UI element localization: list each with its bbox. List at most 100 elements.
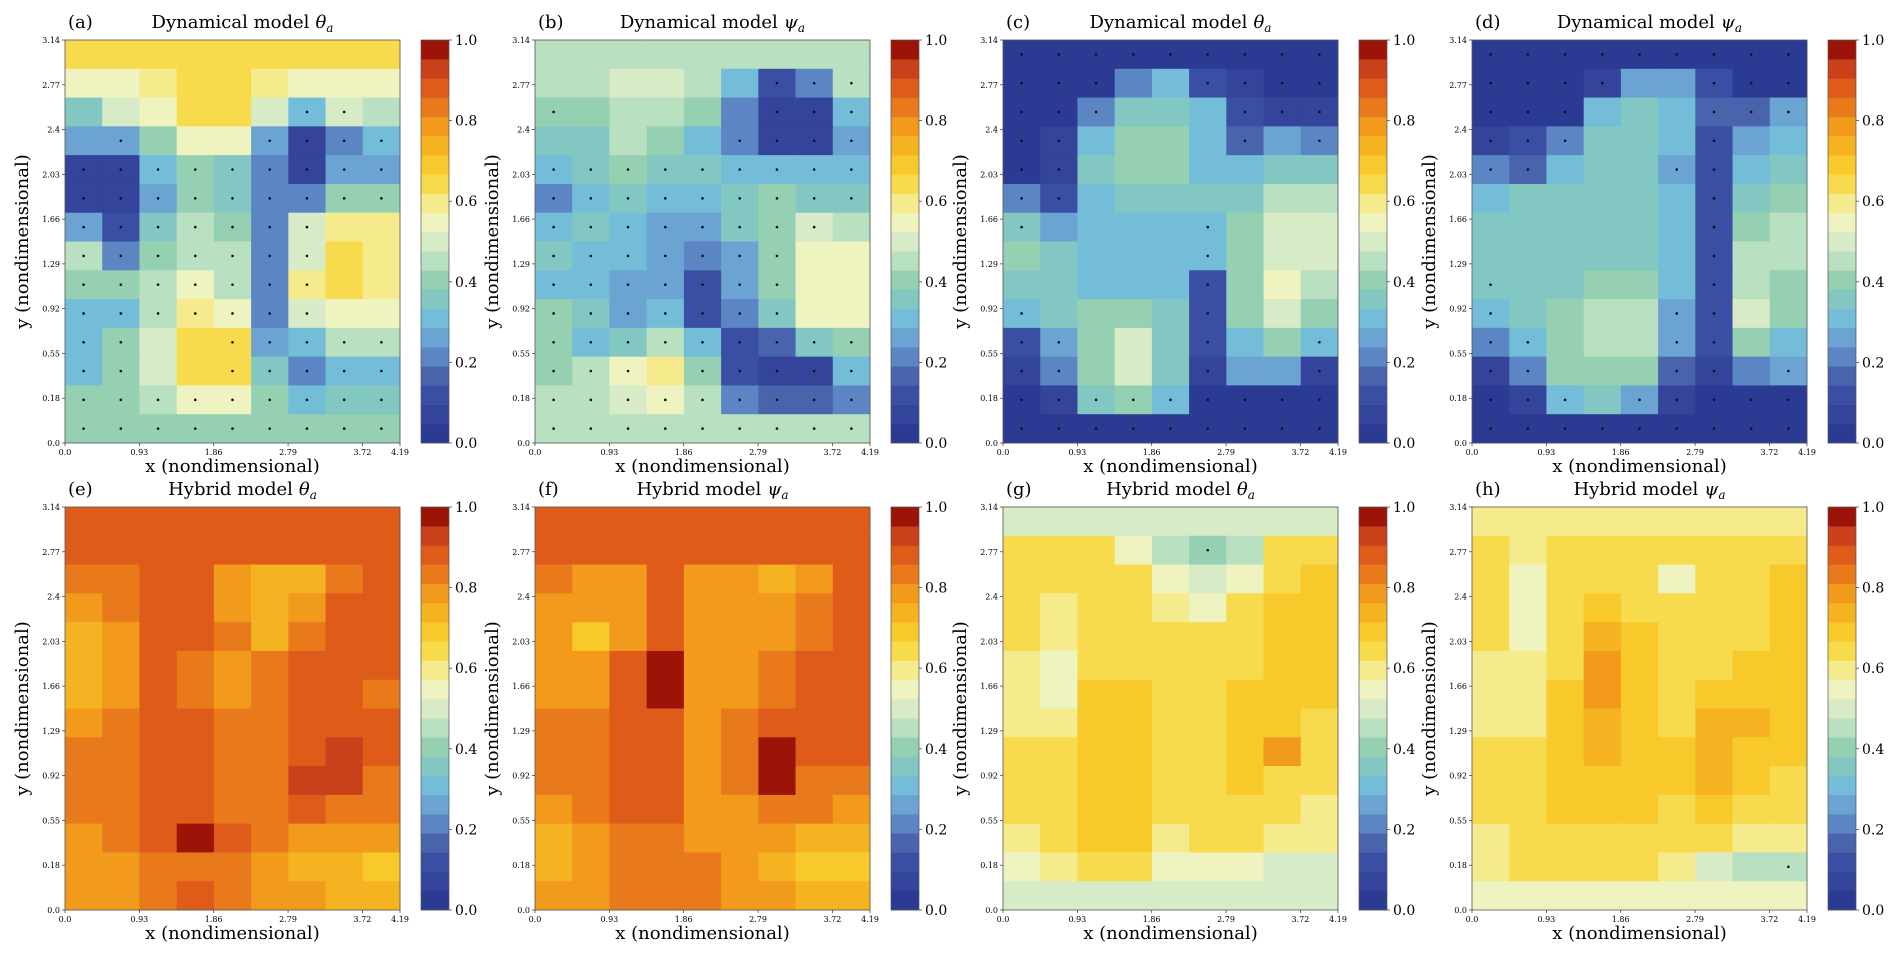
heatmap-cell (1695, 708, 1733, 738)
heatmap-cell (1769, 593, 1808, 623)
significance-dot (626, 369, 630, 373)
colorbar-bin (1359, 852, 1387, 872)
colorbar-bin (1359, 583, 1387, 604)
heatmap-cell (1509, 183, 1547, 214)
heatmap-cell (288, 708, 326, 738)
significance-dot (850, 197, 853, 200)
significance-dot (380, 427, 383, 430)
significance-dot (1638, 427, 1641, 430)
title-subscript: a (1264, 21, 1271, 35)
significance-dot (380, 197, 383, 200)
colorbar-tick-label: 0.8 (455, 114, 477, 130)
colorbar-bin (891, 155, 919, 175)
heatmap-cell (1658, 766, 1696, 796)
heatmap-cell (1263, 507, 1302, 537)
heatmap-cell (683, 708, 722, 738)
title-text: Dynamical model (620, 12, 778, 33)
heatmap-cell (572, 507, 610, 537)
y-tick-label: 3.14 (42, 503, 60, 512)
heatmap-cell (1077, 679, 1116, 709)
significance-dot (1131, 398, 1135, 402)
heatmap-cell (1226, 183, 1264, 214)
colorbar-bin (1359, 507, 1387, 527)
heatmap-cell (1546, 852, 1585, 882)
heatmap-cell (1226, 650, 1264, 681)
colorbar-bin (891, 423, 919, 444)
heatmap-cell (362, 881, 401, 911)
y-tick-label: 1.29 (512, 727, 530, 736)
heatmap-cell (325, 270, 364, 300)
colorbar-tick-label: 0.0 (455, 436, 477, 452)
colorbar-bin (1359, 59, 1387, 79)
significance-dot (1243, 53, 1247, 56)
significance-dot (701, 283, 704, 286)
significance-dot (1712, 225, 1716, 229)
heatmap-cell (176, 794, 215, 825)
heatmap-cell (1546, 737, 1585, 767)
heatmap-cell (1769, 708, 1808, 738)
y-tick-label: 2.77 (42, 548, 60, 557)
significance-dot (1206, 548, 1210, 552)
heatmap-cell (1226, 155, 1264, 185)
heatmap-cell (1472, 622, 1510, 652)
heatmap-cell (1769, 622, 1808, 652)
colorbar-bin (421, 155, 449, 175)
y-tick-label: 0.92 (1449, 305, 1467, 314)
heatmap-cell (535, 507, 573, 537)
x-tick-label: 4.19 (861, 915, 879, 924)
heatmap-cell (1114, 881, 1153, 911)
colorbar-bin (421, 641, 449, 661)
heatmap-cell (176, 327, 215, 358)
heatmap-cell (721, 593, 759, 623)
colorbar-tick-label: 0.0 (455, 903, 477, 919)
heatmap-cell (609, 40, 648, 70)
heatmap-cell (139, 650, 178, 681)
heatmap-cell (1189, 507, 1227, 537)
significance-dot (1712, 283, 1716, 286)
colorbar-tick-label: 0.4 (1393, 275, 1415, 291)
colorbar-bin (1359, 890, 1387, 911)
heatmap-cell (1658, 564, 1696, 594)
significance-dot (342, 427, 346, 430)
colorbar-tick-label: 0.0 (1393, 903, 1415, 919)
colorbar-bin (1828, 602, 1856, 623)
x-axis-label: x (nondimensional) (1083, 923, 1257, 944)
heatmap-cell (1583, 270, 1622, 300)
significance-dot (1675, 53, 1679, 56)
heatmap-cell (1472, 737, 1510, 767)
heatmap-cell (683, 794, 722, 825)
heatmap-cell (251, 679, 289, 709)
heatmap-cell (139, 126, 178, 156)
heatmap-cell (1695, 535, 1733, 565)
significance-dot (1712, 254, 1716, 258)
significance-dot (701, 398, 704, 402)
heatmap-cell (1040, 766, 1078, 796)
y-tick-label: 0.0 (517, 439, 530, 448)
colorbar-tick-label: 0.8 (1393, 581, 1415, 597)
significance-dot (552, 225, 555, 229)
colorbar-tick-label: 0.4 (1862, 275, 1884, 291)
heatmap-cell (1077, 183, 1116, 214)
colorbar-bin (1359, 602, 1387, 623)
heatmap-cell (1040, 737, 1078, 767)
heatmap-cell (1077, 708, 1116, 738)
heatmap-cell (572, 564, 610, 594)
colorbar-bin (421, 97, 449, 118)
heatmap-cell (251, 535, 289, 565)
heatmap-cell (1509, 708, 1547, 738)
heatmap-cell (1151, 241, 1190, 271)
y-tick-label: 1.29 (42, 727, 60, 736)
significance-dot (1712, 197, 1716, 200)
heatmap-cell (1300, 794, 1339, 825)
heatmap-cell (1620, 356, 1659, 386)
heatmap-cell (1189, 593, 1227, 623)
colorbar-tick-label: 1.0 (1393, 500, 1415, 516)
significance-dots (1489, 53, 1790, 430)
significance-dot (231, 340, 234, 344)
heatmap-cell (1040, 679, 1078, 709)
colorbar-tick-label: 0.2 (455, 822, 477, 838)
heatmap-cell (1114, 766, 1153, 796)
colorbar-bin (1828, 833, 1856, 853)
significance-dot (812, 398, 816, 402)
y-tick-label: 2.4 (1454, 593, 1467, 602)
